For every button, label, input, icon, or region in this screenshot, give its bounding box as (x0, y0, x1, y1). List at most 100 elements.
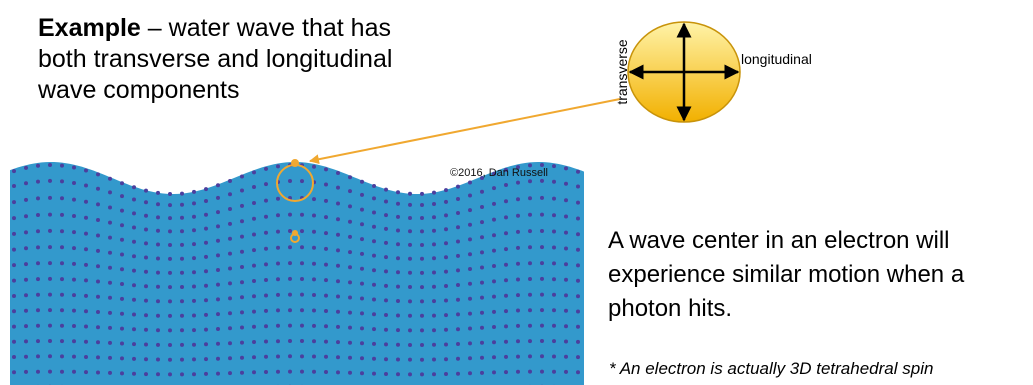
water-particle (468, 281, 472, 286)
water-particle (408, 313, 412, 318)
water-particle (168, 299, 172, 304)
water-particle (420, 270, 424, 275)
water-particle (36, 308, 40, 313)
water-particle (132, 312, 136, 317)
water-particle (528, 369, 532, 374)
water-particle (420, 313, 424, 318)
water-particle (192, 357, 196, 362)
water-particle (192, 313, 196, 318)
water-particle (288, 369, 292, 374)
water-particle (564, 277, 568, 282)
water-particle (228, 281, 232, 286)
water-particle (216, 195, 220, 200)
water-particle (300, 277, 304, 281)
water-particle (492, 355, 496, 360)
water-particle (336, 171, 340, 175)
water-particle (540, 178, 544, 183)
water-particle (228, 179, 232, 183)
water-particle (108, 250, 112, 255)
water-particle (96, 218, 100, 222)
water-particle (24, 165, 28, 170)
water-particle (48, 212, 52, 217)
water-particle (144, 227, 148, 232)
water-particle (444, 269, 448, 274)
water-particle (144, 284, 148, 289)
water-particle (132, 185, 136, 190)
water-particle (384, 313, 388, 317)
water-particle (96, 355, 100, 360)
water-particle (456, 239, 460, 244)
water-particle (480, 340, 484, 345)
water-particle (192, 228, 196, 233)
water-particle (156, 256, 160, 261)
water-particle (276, 261, 280, 266)
water-particle (144, 327, 148, 332)
water-particle (408, 328, 412, 333)
water-particle (540, 229, 544, 233)
water-particle (240, 295, 244, 300)
water-particle (96, 186, 100, 191)
water-particle (252, 248, 256, 253)
water-particle (396, 342, 400, 347)
water-particle (288, 339, 292, 343)
water-particle (156, 202, 160, 207)
water-particle (456, 371, 460, 376)
water-particle (372, 341, 376, 346)
water-particle (492, 171, 496, 176)
water-particle (12, 263, 16, 268)
water-particle (552, 277, 556, 282)
water-particle (456, 268, 460, 273)
water-particle (180, 202, 184, 207)
water-particle (84, 199, 88, 204)
water-particle (528, 261, 532, 266)
water-particle (360, 356, 364, 361)
water-particle (264, 214, 268, 219)
water-particle (492, 370, 496, 375)
water-particle (144, 188, 148, 193)
water-particle (204, 298, 208, 303)
water-particle (492, 309, 496, 314)
water-particle (324, 354, 328, 359)
water-particle (36, 196, 40, 201)
water-particle (156, 242, 160, 247)
water-particle (360, 179, 364, 184)
water-particle (312, 369, 316, 374)
water-particle (180, 357, 184, 362)
water-particle (396, 328, 400, 333)
water-particle (96, 248, 100, 253)
water-particle (216, 341, 220, 346)
water-particle (456, 184, 460, 189)
water-particle (312, 323, 316, 328)
water-particle (396, 214, 400, 219)
water-particle (336, 248, 340, 253)
water-particle (408, 343, 412, 347)
water-particle (540, 212, 544, 217)
water-particle (348, 250, 352, 255)
water-particle (84, 231, 88, 236)
water-particle (156, 215, 160, 220)
water-particle (156, 190, 160, 195)
water-particle (180, 215, 184, 220)
water-particle (84, 215, 88, 220)
water-particle (324, 339, 328, 344)
water-particle (432, 270, 436, 275)
water-particle (492, 248, 496, 253)
water-particle (252, 294, 256, 299)
water-particle (540, 245, 544, 250)
water-particle (348, 189, 352, 194)
water-particle (456, 356, 460, 361)
water-particle (108, 176, 112, 181)
water-particle (456, 211, 460, 215)
water-particle (408, 299, 412, 304)
water-particle (468, 311, 472, 316)
water-particle (432, 372, 436, 377)
water-particle (84, 370, 88, 375)
water-particle (564, 308, 568, 313)
water-particle (144, 200, 148, 205)
caption-line-2: experience similar motion when a (608, 261, 965, 288)
water-particle (528, 212, 532, 217)
water-particle (264, 246, 268, 251)
water-particle (120, 237, 124, 242)
water-particle (288, 245, 292, 250)
water-particle (276, 308, 280, 313)
